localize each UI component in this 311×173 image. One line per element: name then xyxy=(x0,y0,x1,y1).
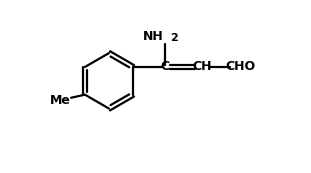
Text: CHO: CHO xyxy=(226,60,256,74)
Text: C: C xyxy=(161,60,170,74)
Text: 2: 2 xyxy=(170,33,178,43)
Text: CH: CH xyxy=(193,60,212,74)
Text: Me: Me xyxy=(50,94,71,107)
Text: NH: NH xyxy=(143,30,164,43)
